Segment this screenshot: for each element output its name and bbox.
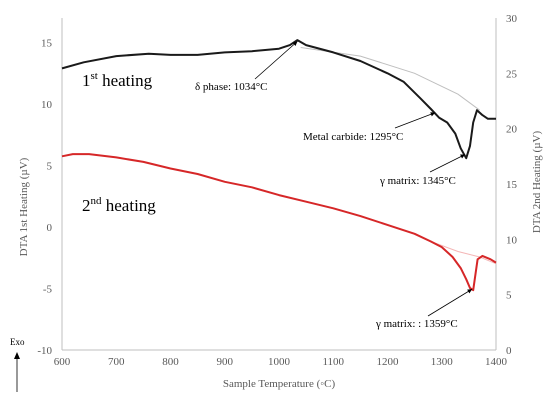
x-tick-label: 1400 [485, 356, 508, 368]
x-tick-label: 900 [217, 356, 234, 368]
gamma-matrix-2-pointer [427, 288, 473, 317]
x-tick-label: 700 [108, 356, 125, 368]
metal-carbide-pointer-head [430, 112, 436, 117]
x-axis-label: Sample Temperature (◦C) [223, 378, 336, 390]
y-axis-label-right: DTA 2nd Heating (µV) [531, 131, 543, 234]
first-heating-label: 1st heating [82, 70, 153, 90]
series [61, 39, 497, 292]
exo-arrow-head [14, 352, 20, 359]
metal-carbide-label: Metal carbide: 1295°C [303, 131, 403, 143]
y-right-tick-label: 20 [506, 124, 518, 136]
y-right-tick-label: 15 [506, 179, 518, 191]
baseline-line-2 [430, 241, 497, 265]
delta-phase-pointer-head [292, 41, 298, 46]
baselines [300, 47, 497, 265]
exo-label: Exo [10, 337, 25, 347]
y-left-tick-label: -10 [37, 345, 52, 357]
gamma-matrix-2-pointer-head [467, 289, 473, 294]
annotations [254, 41, 473, 317]
x-tick-label: 1000 [268, 356, 291, 368]
y-right-tick-label: 5 [506, 290, 512, 302]
x-tick-label: 1100 [322, 356, 344, 368]
gamma-matrix-1-pointer [429, 154, 466, 173]
delta-phase-label: δ phase: 1034°C [195, 81, 268, 93]
gamma-matrix-2-label: γ matrix: : 1359°C [375, 318, 458, 330]
y-right-tick-label: 0 [506, 345, 512, 357]
gamma-matrix-1-label: γ matrix: 1345°C [379, 175, 456, 187]
y-axis-label-left: DTA 1st Heating (µV) [18, 157, 30, 256]
axes: 600 700 800 900 1000 1100 1200 1300 1400 -10 -5 0 5 1… [37, 13, 517, 368]
baseline-line-1 [300, 47, 480, 111]
y-left-tick-label: 10 [41, 99, 53, 111]
metal-carbide-pointer [394, 112, 436, 129]
second-heating-line [61, 153, 497, 292]
second-heating-label: 2nd heating [82, 195, 156, 215]
gamma-matrix-1-pointer-head [460, 154, 466, 159]
x-tick-label: 800 [162, 356, 179, 368]
x-tick-label: 600 [54, 356, 71, 368]
x-tick-label: 1200 [377, 356, 400, 368]
y-left-tick-label: -5 [43, 284, 53, 296]
y-left-tick-label: 5 [47, 161, 53, 173]
y-right-tick-label: 10 [506, 234, 518, 246]
y-left-tick-label: 0 [47, 222, 53, 234]
y-right-tick-label: 30 [506, 13, 518, 25]
y-left-tick-label: 15 [41, 38, 53, 50]
y-right-tick-label: 25 [506, 68, 518, 80]
first-heating-line [61, 39, 496, 160]
x-tick-label: 1300 [431, 356, 454, 368]
delta-phase-pointer [254, 41, 298, 80]
